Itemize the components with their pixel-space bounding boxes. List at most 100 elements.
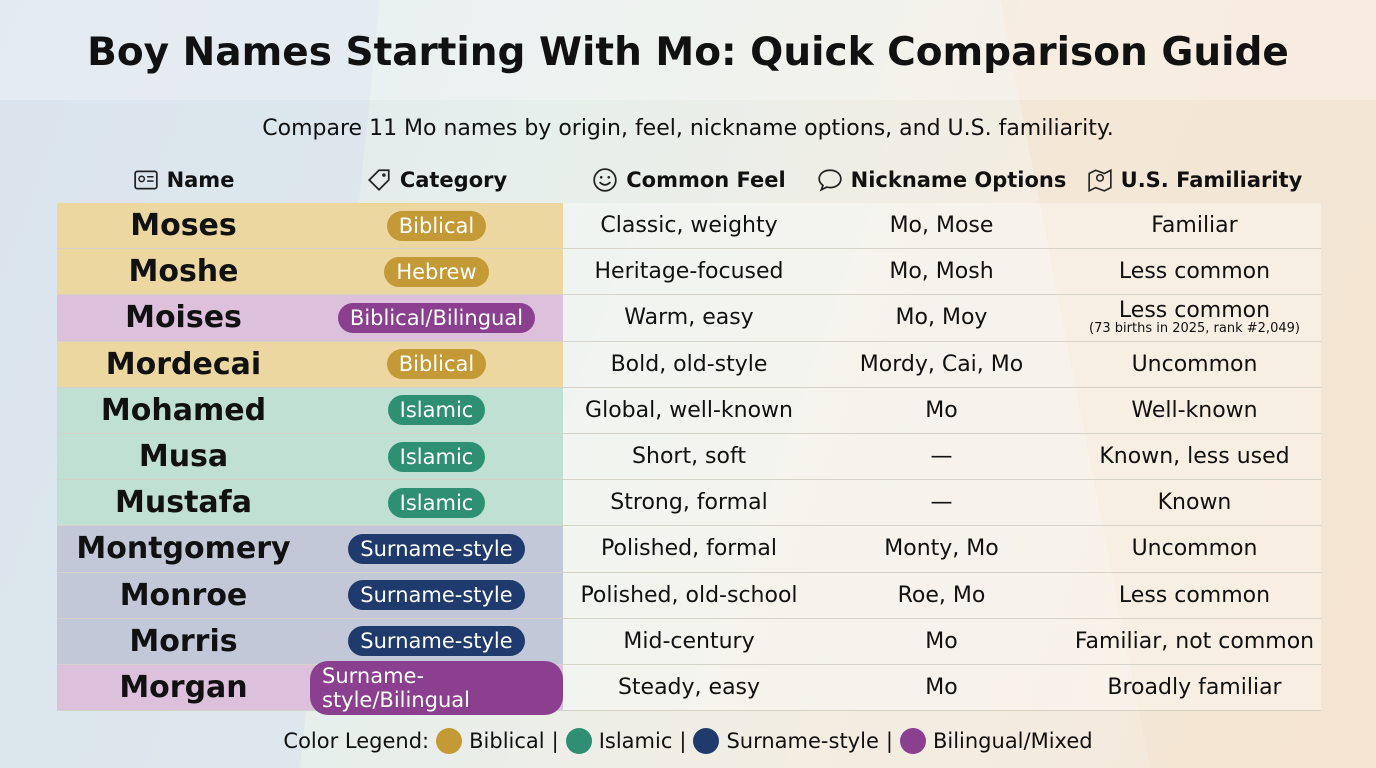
table-cell: — bbox=[815, 434, 1068, 481]
table-cell: Hebrew bbox=[310, 249, 563, 296]
category-pill: Surname-style bbox=[348, 626, 525, 657]
table-cell: Well-known bbox=[1068, 387, 1321, 434]
table-cell: Broadly familiar bbox=[1068, 665, 1321, 712]
table-cell: Montgomery bbox=[57, 526, 310, 573]
legend-title: Color Legend: bbox=[283, 729, 430, 753]
table-cell: Known, less used bbox=[1068, 434, 1321, 481]
category-pill: Islamic bbox=[387, 441, 486, 472]
table-cell: Islamic bbox=[310, 387, 563, 434]
table-cell: Mid-century bbox=[563, 618, 815, 665]
column-header: Name bbox=[57, 166, 310, 194]
cell-text: Mo, Mosh bbox=[889, 259, 994, 285]
table-cell: Mustafa bbox=[57, 480, 310, 527]
name: Morris bbox=[129, 623, 238, 659]
table-cell: Mordy, Cai, Mo bbox=[815, 341, 1068, 388]
table-cell: — bbox=[815, 480, 1068, 527]
cell-text: — bbox=[930, 490, 953, 516]
category-pill: Islamic bbox=[387, 395, 486, 426]
legend-swatch bbox=[436, 728, 463, 754]
name: Moshe bbox=[128, 254, 239, 290]
name: Mustafa bbox=[115, 485, 252, 521]
cell-text: Mo bbox=[925, 675, 958, 701]
name: Mordecai bbox=[105, 346, 262, 382]
cell-text: Familiar, not common bbox=[1074, 628, 1315, 654]
title: Boy Names Starting With Mo: Quick Compar… bbox=[87, 30, 1289, 75]
header-label: Nickname Options bbox=[850, 168, 1067, 192]
table-cell: Moses bbox=[57, 203, 310, 250]
cell-text: Steady, easy bbox=[617, 675, 761, 701]
table-cell: Monroe bbox=[57, 572, 310, 619]
legend-swatch bbox=[565, 728, 592, 754]
cell-text: Known, less used bbox=[1099, 444, 1290, 470]
legend-separator: | bbox=[885, 729, 893, 753]
table-cell: Warm, easy bbox=[563, 295, 815, 342]
cell-text: Less common bbox=[1118, 582, 1271, 608]
table-cell: Familiar, not common bbox=[1068, 618, 1321, 665]
cell-text: Uncommon bbox=[1131, 536, 1258, 562]
cell-text: Well-known bbox=[1131, 397, 1258, 423]
legend-swatch bbox=[693, 728, 720, 754]
table-cell: Mo, Mosh bbox=[815, 249, 1068, 296]
table-cell: Global, well-known bbox=[563, 387, 815, 434]
legend: Color Legend: Biblical | Islamic | Surname-st… bbox=[0, 728, 1376, 754]
column-header: Nickname Options bbox=[815, 166, 1068, 194]
table-cell: Mo bbox=[815, 665, 1068, 712]
name: Moses bbox=[130, 208, 237, 244]
category-pill: Islamic bbox=[387, 487, 486, 518]
legend-label: Biblical bbox=[469, 729, 545, 753]
table-cell: Uncommon bbox=[1068, 526, 1321, 573]
table-cell: Moshe bbox=[57, 249, 310, 296]
table-cell: Monty, Mo bbox=[815, 526, 1068, 573]
category-pill: Biblical bbox=[386, 349, 487, 380]
table-cell: Morris bbox=[57, 618, 310, 665]
table-cell: Mo, Mose bbox=[815, 203, 1068, 250]
table-cell: Classic, weighty bbox=[563, 203, 815, 250]
table-cell: Strong, formal bbox=[563, 480, 815, 527]
table-cell: Heritage-focused bbox=[563, 249, 815, 296]
table-cell: Biblical bbox=[310, 203, 563, 250]
table-cell: Polished, old-school bbox=[563, 572, 815, 619]
name: Morgan bbox=[119, 670, 248, 706]
table-cell: Less common bbox=[1068, 249, 1321, 296]
table-cell: Less common bbox=[1068, 572, 1321, 619]
cell-text: Mid-century bbox=[623, 628, 755, 654]
header-label: Category bbox=[399, 168, 508, 192]
legend-separator: | bbox=[679, 729, 687, 753]
header-icon bbox=[367, 169, 390, 191]
cell-text: Strong, formal bbox=[610, 490, 768, 516]
table-cell: Biblical/Bilingual bbox=[310, 295, 563, 342]
table-cell: Surname-style bbox=[310, 572, 563, 619]
category-pill: Hebrew bbox=[384, 256, 489, 287]
cell-text: Classic, weighty bbox=[600, 213, 778, 239]
table-cell: Familiar bbox=[1068, 203, 1321, 250]
legend-separator: | bbox=[551, 729, 559, 753]
legend-label: Islamic bbox=[598, 729, 673, 753]
table-cell: Surname-style bbox=[310, 618, 563, 665]
cell-text: Broadly familiar bbox=[1107, 675, 1282, 701]
cell-text: Heritage-focused bbox=[594, 259, 784, 285]
cell-text: Mo bbox=[925, 628, 958, 654]
table-cell: Mo, Moy bbox=[815, 295, 1068, 342]
category-pill: Surname-style/Bilingual bbox=[310, 660, 563, 715]
category-pill: Surname-style bbox=[348, 580, 525, 611]
cell-text: Short, soft bbox=[632, 444, 746, 470]
cell-text: Less common bbox=[1118, 259, 1271, 285]
legend-label: Surname-style bbox=[726, 729, 879, 753]
cell-text: Familiar bbox=[1151, 213, 1238, 239]
header-icon bbox=[593, 168, 617, 192]
table-cell: Roe, Mo bbox=[815, 572, 1068, 619]
cell-text: Less common bbox=[1118, 297, 1271, 323]
subtitle: Compare 11 Mo names by origin, feel, nic… bbox=[262, 116, 1114, 141]
table-cell: Polished, formal bbox=[563, 526, 815, 573]
legend-swatch bbox=[899, 728, 926, 754]
table-cell: Uncommon bbox=[1068, 341, 1321, 388]
table-cell: Mohamed bbox=[57, 387, 310, 434]
cell-text: Bold, old-style bbox=[610, 351, 768, 377]
table-cell: Surname-style/Bilingual bbox=[310, 660, 563, 715]
cell-text: Known bbox=[1157, 490, 1232, 516]
table-cell: Bold, old-style bbox=[563, 341, 815, 388]
table-cell: Steady, easy bbox=[563, 665, 815, 712]
column-header: Common Feel bbox=[563, 166, 815, 194]
table-cell: Known bbox=[1068, 480, 1321, 527]
table-cell: Morgan bbox=[57, 665, 310, 712]
